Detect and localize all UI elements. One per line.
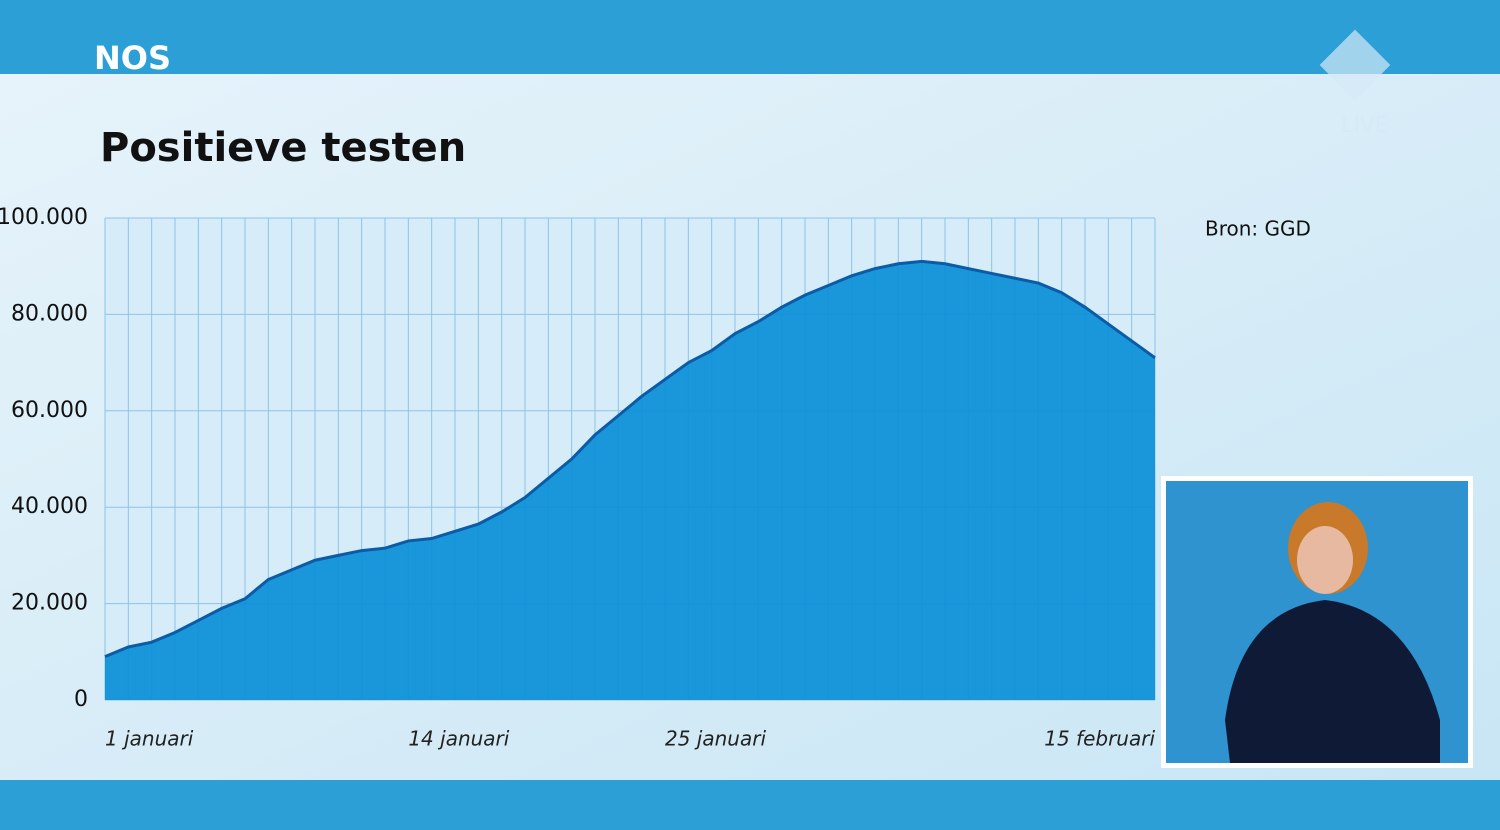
chart-title: Positieve testen	[100, 125, 466, 171]
x-tick-label: 1 januari	[105, 727, 194, 751]
brand-logo: NOS	[94, 39, 171, 77]
x-tick-label: 14 januari	[408, 727, 509, 751]
line	[104, 259, 1156, 659]
channel-logo: LIVE	[1319, 29, 1391, 138]
x-tick-label: 15 februari	[1044, 727, 1155, 751]
y-tick-label: 60.000	[11, 398, 88, 423]
x-tick-label: 25 januari	[665, 727, 766, 751]
live-label: LIVE	[1341, 113, 1389, 138]
y-tick-label: 80.000	[11, 301, 88, 326]
source: Bron: GGD	[1205, 217, 1311, 241]
y-tick-label: 20.000	[11, 591, 88, 616]
interpreter-inset	[1161, 476, 1473, 768]
y-tick-label: 40.000	[11, 494, 88, 519]
area	[105, 261, 1155, 700]
y-tick-label: 100.000	[0, 205, 88, 230]
y-tick-label: 0	[74, 687, 88, 712]
